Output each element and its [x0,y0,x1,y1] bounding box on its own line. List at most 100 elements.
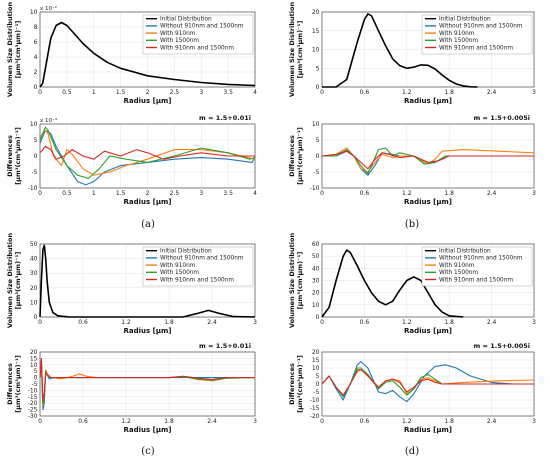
x-tick-label: 0 [38,319,42,326]
y-tick-label: 2 [34,69,38,76]
y-tick-label: -20 [310,413,320,420]
legend-entry: With 910nm and 1500nm [160,45,234,51]
y-tick-label: 8 [34,24,38,31]
axis-exponent: x 10⁻² [40,5,57,12]
x-tick-label: 1.8 [444,319,454,326]
x-tick-label: 3 [532,89,536,96]
x-tick-label: 1.2 [402,190,412,197]
y-tick-label: 10 [30,299,38,306]
x-tick-label: 1.8 [164,319,174,326]
y-tick-label: -15 [310,405,320,412]
x-tick-label: 2.4 [487,89,497,96]
x-tick-label: 3.5 [223,190,233,197]
x-tick-label: 0 [38,418,42,425]
legend-entry: With 910nm and 1500nm [439,45,513,51]
x-axis-label: Radius [µm] [124,97,172,105]
series-line-initial-distribution [322,13,478,88]
y-tick-label: 0 [316,381,320,388]
x-tick-label: 1.8 [444,190,454,197]
x-tick-label: 3 [253,418,257,425]
legend-entry: Without 910nm and 1500nm [160,24,244,30]
y-tick-label: -5 [32,381,38,388]
y-tick-label: 40 [312,265,320,272]
legend-entry: With 1500nm [160,270,199,276]
caption-c: (c) [141,446,155,457]
x-tick-label: 0 [38,190,42,197]
x-tick-label: 2.4 [487,319,497,326]
series-line-with-910nm-and-1500nm [321,150,534,170]
y-tick-label: 10 [312,302,320,309]
caption-a: (a) [141,219,155,230]
y-tick-label: -30 [28,413,38,420]
x-tick-label: 0 [38,89,42,96]
x-tick-label: 3 [199,190,203,197]
series-line-initial-distribution [321,249,464,318]
y-tick-label: 5 [316,65,320,72]
chart-d-bottom: 0 0.6 1.2 1.8 2.4 3-20-15-10-505101520Radius … [288,342,536,434]
y-tick-label: 40 [30,256,38,263]
legend-box [421,14,533,55]
legend-entry: Initial Distribution [439,249,491,255]
y-tick-label: 20 [312,290,320,297]
y-tick-label: 10 [312,47,320,54]
series-line-with-910nm [39,129,256,176]
legend-box [142,14,254,55]
y-axis-label: Differences[µm³(cm³µm)⁻¹] [288,127,304,185]
y-tick-label: -5 [314,389,320,396]
y-tick-label: -10 [28,387,38,394]
y-tick-label: -5 [314,169,320,176]
x-axis-label: Radius [µm] [404,97,452,105]
y-tick-label: 20 [312,349,320,356]
y-axis-label: Differences[µm³(cm³µm)⁻¹] [6,127,22,185]
x-tick-label: 1 [92,190,96,197]
x-tick-label: 2.4 [207,418,217,425]
x-tick-label: 1.2 [402,319,412,326]
y-tick-label: 5 [316,137,320,144]
y-tick-label: 20 [30,285,38,292]
legend-entry: With 1500nm [160,38,199,44]
y-tick-label: 6 [34,39,38,46]
x-tick-label: 0 [320,319,324,326]
x-tick-label: 0.5 [62,89,72,96]
x-axis-label: Radius [µm] [404,327,452,335]
x-tick-label: 3 [199,89,203,96]
plot-frame [39,11,256,88]
series-line-with-910nm-and-1500nm [39,357,255,402]
x-tick-label: 3 [532,418,536,425]
y-tick-label: 30 [312,278,320,285]
x-tick-label: 4 [253,89,257,96]
y-tick-label: 20 [312,9,320,16]
y-axis-label: Volumen Size Distribution[µm³(cm³µm)⁻¹] [6,233,22,329]
legend-entry: Without 910nm and 1500nm [439,256,523,262]
x-tick-label: 3 [532,190,536,197]
x-tick-label: 2.5 [170,190,180,197]
x-tick-label: 0.6 [360,319,370,326]
y-tick-label: 10 [30,9,38,16]
y-tick-label: 50 [312,253,320,260]
legend-entry: With 910nm and 1500nm [160,277,234,283]
y-tick-label: -10 [310,397,320,404]
plot-frame [321,11,535,88]
y-tick-label: 5 [316,373,320,380]
x-tick-label: 0 [320,418,324,425]
y-tick-label: -20 [28,400,38,407]
y-tick-label: 10 [30,121,38,128]
refractive-index-label: m = 1.5+0.005i [474,114,531,122]
y-tick-label: 0 [316,84,320,91]
x-tick-label: 1.2 [402,89,412,96]
x-tick-label: 1.2 [121,418,131,425]
refractive-index-label: m = 1.5+0.01i [199,114,251,122]
x-tick-label: 1.2 [121,319,131,326]
x-tick-label: 2 [146,89,150,96]
series-line-with-1500nm [39,126,256,179]
x-tick-label: 3.5 [223,89,233,96]
y-tick-label: -15 [28,394,38,401]
x-tick-label: 3 [532,319,536,326]
x-tick-label: 0 [320,89,324,96]
